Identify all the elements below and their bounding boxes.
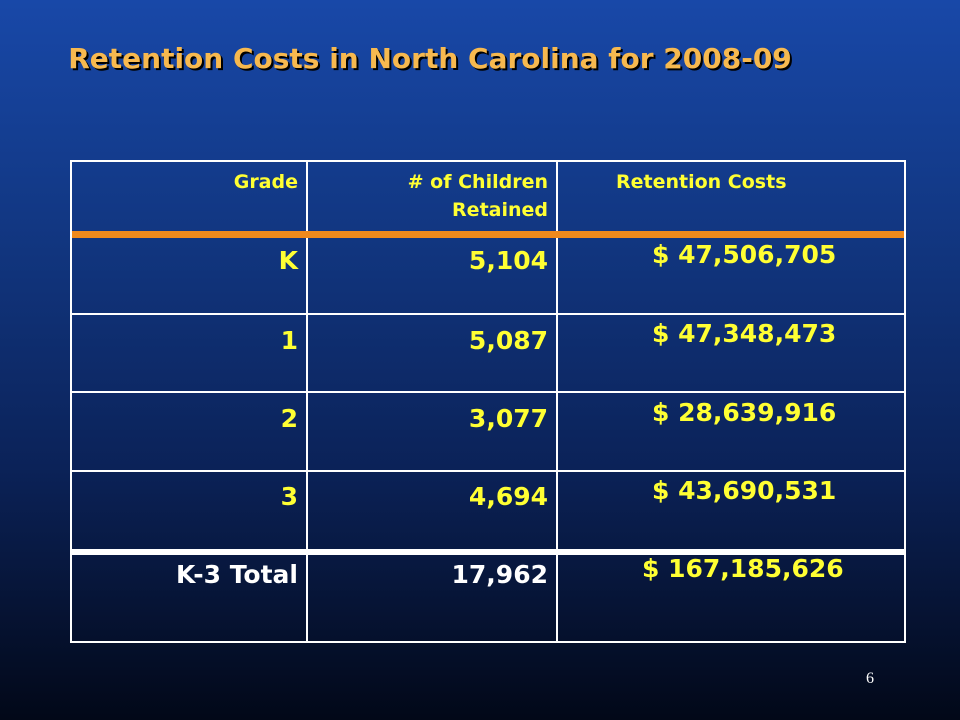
slide-title: Retention Costs in North Carolina for 20…	[68, 42, 792, 75]
children-cell: 3,077	[468, 404, 548, 433]
row-divider	[72, 470, 904, 472]
row-divider	[72, 391, 904, 393]
cost-cell: $ 43,690,531	[652, 476, 837, 505]
grade-cell: 1	[280, 326, 298, 355]
children-cell: 4,694	[468, 482, 548, 511]
cost-cell: $ 47,348,473	[652, 319, 837, 348]
row-divider	[72, 313, 904, 315]
header-separator	[72, 231, 904, 238]
cost-cell: $ 28,639,916	[652, 398, 837, 427]
grade-cell: K	[278, 246, 298, 275]
children-cell: 5,104	[468, 246, 548, 275]
column-divider	[556, 162, 558, 641]
header-children-retained: # of Children Retained	[408, 168, 548, 224]
total-separator	[72, 549, 904, 555]
header-children-line1: # of Children	[407, 171, 548, 193]
grade-cell: 2	[280, 404, 298, 433]
children-cell: 5,087	[468, 326, 548, 355]
column-divider	[306, 162, 308, 641]
total-label: K-3 Total	[176, 560, 298, 589]
header-grade: Grade	[233, 171, 298, 193]
header-children-line2: Retained	[452, 199, 548, 221]
cost-cell: $ 47,506,705	[652, 240, 837, 269]
grade-cell: 3	[280, 482, 298, 511]
total-children: 17,962	[451, 560, 548, 589]
total-cost: $ 167,185,626	[642, 554, 844, 583]
retention-costs-table: Grade # of Children Retained Retention C…	[70, 160, 906, 643]
header-retention-costs: Retention Costs	[616, 171, 787, 193]
page-number: 6	[866, 670, 874, 687]
